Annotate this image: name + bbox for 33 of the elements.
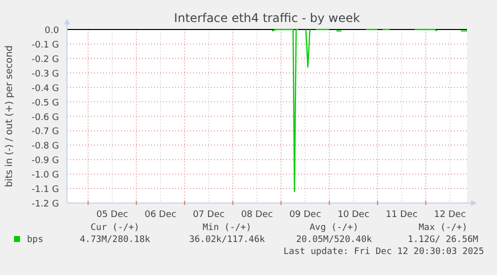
x-tick-label: 06 Dec [144, 210, 176, 220]
y-tick-label: -0.6 G [32, 112, 60, 123]
text: Avg (-/+) [310, 223, 358, 233]
x-tick-label: 10 Dec [338, 210, 370, 220]
y-tick-label: -0.4 G [32, 84, 60, 94]
y-tick-label: -0.1 G [32, 40, 60, 50]
x-tick-label: 12 Dec [434, 210, 466, 220]
x-tick-label: 05 Dec [96, 210, 128, 220]
chart-title: Interface eth4 traffic - by week [174, 11, 360, 25]
y-tick-label: -0.5 G [32, 98, 60, 108]
y-tick-label: -1.0 G [32, 170, 60, 181]
text: 4.73M/280.18k [80, 235, 151, 245]
x-tick-label: 11 Dec [386, 210, 418, 220]
y-axis-title: bits in (-) / out (+) per second [4, 45, 15, 188]
x-tick-label: 09 Dec [289, 210, 322, 220]
text: Cur (-/+) [90, 223, 140, 233]
y-tick-label: 0.0 [44, 26, 60, 36]
y-tick-label: -0.8 G [32, 142, 60, 152]
text: Max (-/+) [418, 223, 468, 233]
text: 20.05M/520.40k [296, 235, 373, 245]
text: 36.02k/117.46k [189, 235, 266, 245]
x-tick-label: 08 Dec [241, 210, 273, 220]
text: Last update: Fri Dec 12 20:30:03 2025 [284, 247, 484, 257]
y-tick-label: -1.2 G [32, 200, 60, 210]
y-tick-label: -0.2 G [32, 54, 60, 65]
y-tick-label: -0.7 G [32, 127, 60, 138]
y-tick-label: -0.3 G [32, 69, 60, 80]
legend-label: bps [27, 235, 44, 245]
y-tick-label: -0.9 G [32, 156, 60, 166]
text: 1.12G/ 26.56M [408, 235, 479, 245]
x-tick-label: 07 Dec [192, 210, 225, 220]
y-tick-label: -1.1 G [32, 185, 60, 196]
text: Min (-/+) [202, 223, 252, 233]
